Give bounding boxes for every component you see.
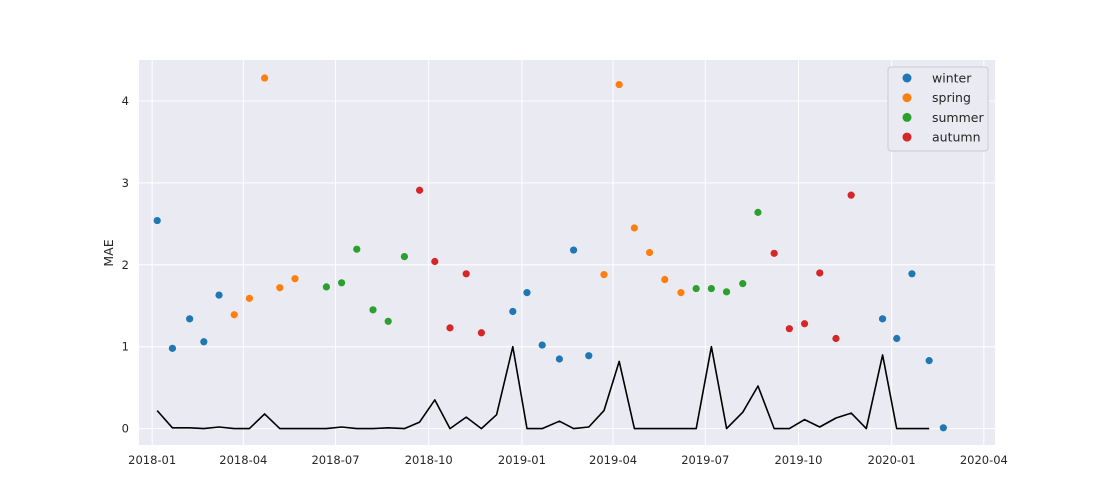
data-point-winter — [168, 344, 177, 352]
data-point-spring — [291, 275, 299, 283]
legend-label-summer: summer — [932, 110, 984, 125]
y-tick-label: 1 — [122, 340, 129, 354]
data-point-autumn — [416, 186, 424, 194]
legend-label-autumn: autumn — [932, 130, 981, 145]
data-point-winter — [538, 341, 546, 349]
data-point-winter — [153, 216, 161, 225]
data-point-spring — [677, 289, 685, 297]
y-tick-label: 3 — [122, 176, 129, 190]
data-point-winter — [569, 246, 578, 254]
data-point-summer — [353, 245, 361, 253]
data-point-winter — [215, 291, 223, 299]
legend-marker-summer — [902, 112, 912, 122]
y-tick-label: 2 — [122, 258, 129, 272]
x-tick-label: 2019-07 — [681, 453, 729, 467]
mae-line — [156, 345, 930, 430]
data-point-spring — [630, 224, 638, 232]
legend-marker-spring — [902, 93, 912, 103]
data-point-winter — [878, 315, 887, 323]
legend-marker-winter — [902, 73, 912, 83]
x-tick-label: 2019-04 — [589, 453, 637, 467]
data-point-summer — [707, 284, 715, 293]
legend-label-spring: spring — [932, 90, 971, 105]
legend-label-winter: winter — [932, 71, 972, 86]
data-point-winter — [893, 334, 901, 343]
data-point-winter — [523, 289, 531, 297]
data-point-autumn — [785, 325, 793, 333]
data-point-autumn — [462, 270, 470, 278]
data-point-autumn — [800, 320, 809, 328]
line-series — [156, 345, 930, 430]
data-point-winter — [585, 352, 593, 360]
data-point-summer — [692, 284, 700, 293]
x-tick-label: 2019-10 — [774, 453, 822, 467]
y-tick-label: 4 — [122, 94, 129, 108]
data-point-autumn — [477, 329, 485, 337]
data-point-summer — [739, 280, 747, 288]
data-point-winter — [925, 357, 933, 365]
data-point-winter — [555, 355, 564, 363]
legend: winter spring summer autumn — [887, 66, 989, 152]
data-point-spring — [261, 74, 269, 82]
x-axis-ticks: 2018-01 2018-04 2018-07 2018-10 2019-01 2019-… — [128, 453, 1008, 467]
data-point-summer — [722, 288, 731, 296]
data-point-autumn — [832, 334, 840, 343]
data-point-spring — [661, 275, 669, 284]
data-point-autumn — [847, 191, 855, 199]
legend-marker-autumn — [902, 132, 912, 142]
data-point-summer — [322, 283, 331, 291]
data-point-summer — [754, 208, 762, 216]
x-tick-label: 2020-04 — [960, 453, 1008, 467]
y-tick-label: 0 — [122, 422, 129, 436]
data-point-spring — [600, 271, 608, 279]
data-point-summer — [369, 306, 377, 314]
data-point-spring — [645, 248, 654, 257]
data-point-spring — [230, 311, 238, 319]
x-tick-label: 2018-04 — [219, 453, 267, 467]
data-point-autumn — [446, 324, 454, 332]
scatter-points — [153, 74, 947, 432]
data-point-winter — [908, 270, 916, 278]
data-point-autumn — [431, 257, 439, 266]
data-point-summer — [400, 252, 409, 261]
data-point-spring — [276, 284, 284, 292]
y-axis-ticks: 0 1 2 3 4 — [122, 94, 129, 436]
data-point-winter — [939, 424, 947, 432]
data-point-autumn — [816, 269, 824, 277]
x-tick-label: 2018-07 — [311, 453, 359, 467]
y-axis-label: MAE — [101, 239, 116, 266]
x-tick-label: 2018-10 — [405, 453, 453, 467]
data-point-spring — [615, 80, 623, 89]
x-tick-label: 2019-01 — [498, 453, 546, 467]
data-point-summer — [338, 279, 346, 287]
data-point-winter — [186, 315, 194, 323]
data-point-autumn — [770, 249, 778, 257]
legend-box — [887, 66, 989, 152]
plot-background — [139, 60, 995, 445]
data-point-winter — [200, 338, 208, 346]
data-point-spring — [245, 294, 254, 302]
data-point-summer — [384, 317, 392, 325]
x-tick-label: 2020-01 — [868, 453, 916, 467]
data-point-winter — [509, 307, 517, 316]
x-tick-label: 2018-01 — [128, 453, 176, 467]
